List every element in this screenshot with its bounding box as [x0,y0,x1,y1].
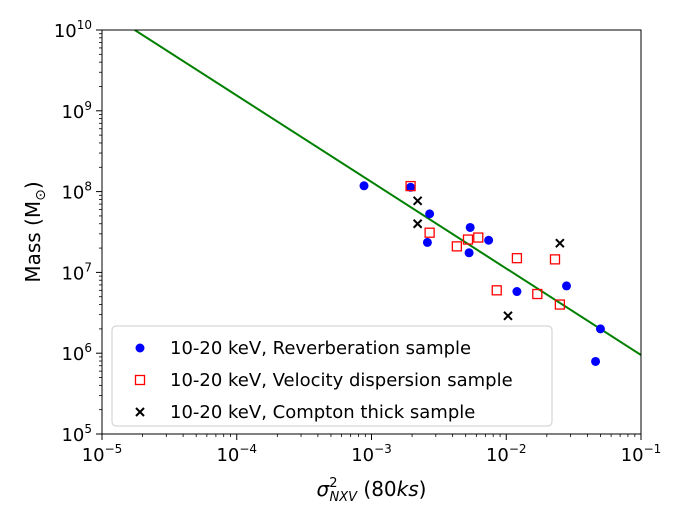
data-point-s0-7 [512,287,522,297]
x-tick-label: 10−2 [486,442,527,466]
data-point-s0-8 [562,281,572,291]
data-point-s1-9 [554,299,566,310]
x-tick-label: 10−3 [351,442,392,466]
data-point-s0-0 [359,181,369,191]
data-point-s0-9 [595,324,605,334]
data-point-s0-4 [465,222,475,232]
data-point-s0-10 [591,356,601,366]
data-point-s2-1 [412,219,423,229]
legend-marker [135,407,145,417]
y-label-close: ) [21,181,45,189]
data-point-s2-2 [503,311,513,321]
x-tick-label: 10−5 [82,442,123,466]
x-label-symbol: σ [317,477,331,501]
legend-marker [134,374,146,386]
x-tick-label: 10−4 [216,442,257,466]
legend-marker [135,343,145,353]
x-axis-label: σ2 NXV (80ks) [317,476,427,505]
data-markers [359,180,605,366]
data-point-s0-3 [422,237,432,247]
y-tick-label: 109 [61,99,92,123]
x-label-rest: (80 [357,477,397,501]
x-label-sup: 2 [329,476,337,491]
data-point-s1-4 [473,232,484,243]
legend-label: 10-20 keV, Compton thick sample [170,402,475,423]
y-label-text: Mass (M [21,201,45,283]
x-label-close: ) [419,477,427,501]
legend-label: 10-20 keV, Reverberation sample [170,338,471,359]
data-point-s1-5 [491,285,502,296]
y-tick-label: 105 [61,422,92,446]
y-tick-label: 106 [61,341,92,365]
legend-item: 10-20 keV, Velocity dispersion sample [134,370,513,391]
legend-label: 10-20 keV, Velocity dispersion sample [170,370,513,391]
fit-line [134,30,641,356]
y-tick-label: 107 [61,260,92,284]
data-point-s0-1 [406,182,416,192]
data-point-s1-6 [511,253,523,264]
data-point-s1-0 [405,180,416,192]
y-tick-label: 1010 [54,18,92,42]
y-axis-ticks: 105 106 107 108 109 1010 [54,18,102,446]
data-point-s1-1 [424,227,435,238]
data-point-s1-2 [451,241,463,252]
data-point-s0-2 [425,209,435,219]
legend: 10-20 keV, Reverberation sample 10-20 keV… [111,325,553,427]
data-point-s1-8 [549,254,561,265]
x-label-italic: ks [397,477,419,501]
legend-item: 10-20 keV, Compton thick sample [135,402,475,423]
y-label-sub: ⊙ [33,189,49,201]
y-tick-label: 108 [61,180,92,204]
data-point-s2-0 [412,196,423,206]
legend-box [111,325,553,427]
plot-area [134,30,641,366]
data-point-s0-5 [464,248,474,258]
data-point-s2-3 [555,238,565,248]
x-label-sub: NXV [330,490,359,505]
y-axis-label: Mass (M⊙) [21,181,49,282]
x-tick-label: 10−1 [621,442,662,466]
data-point-s0-6 [484,235,494,245]
legend-item: 10-20 keV, Reverberation sample [135,338,471,359]
data-point-s1-7 [532,288,543,300]
x-axis-ticks: 10−5 10−4 10−3 10−2 10−1 [82,434,662,466]
data-point-s1-3 [462,234,474,245]
